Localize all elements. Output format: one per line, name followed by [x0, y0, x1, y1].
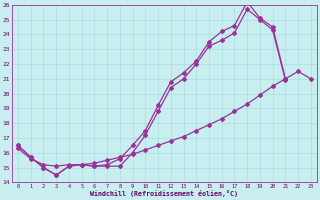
X-axis label: Windchill (Refroidissement éolien,°C): Windchill (Refroidissement éolien,°C): [91, 190, 238, 197]
